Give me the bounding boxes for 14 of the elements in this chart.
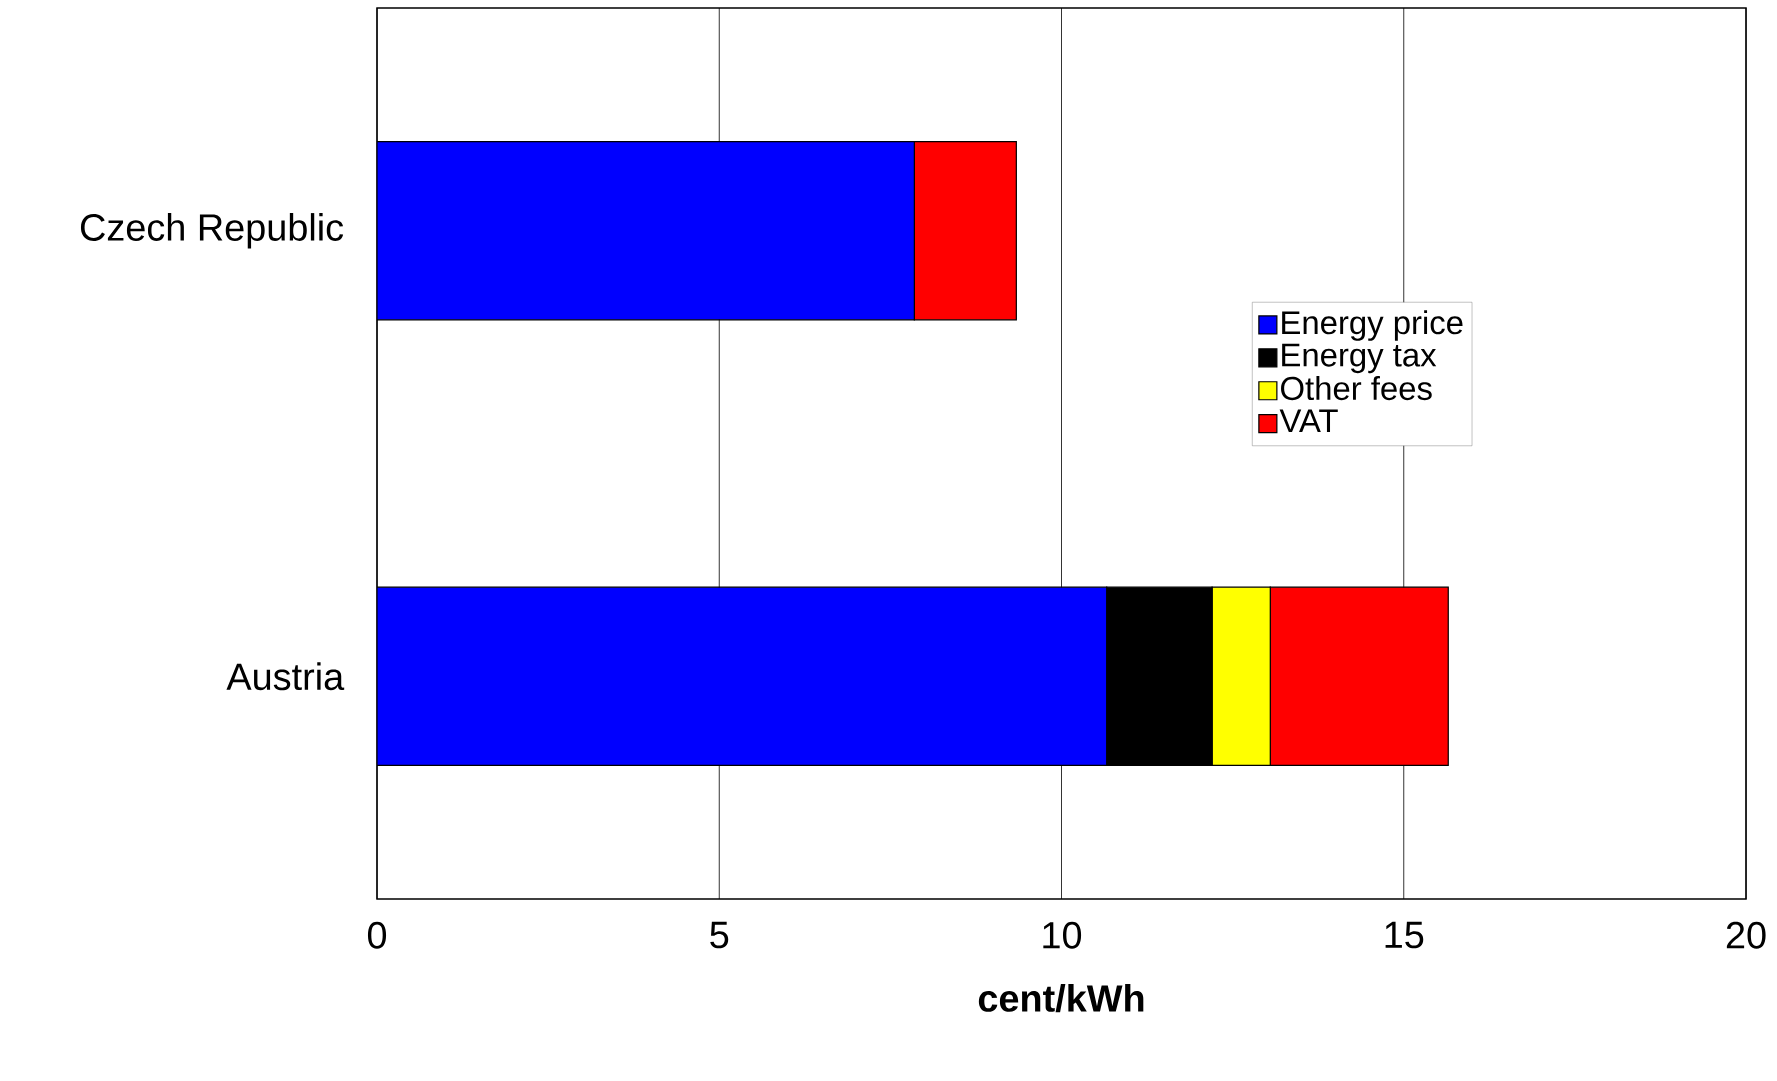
bar xyxy=(377,586,1108,766)
x-tick-label: 20 xyxy=(1726,921,1766,949)
x-tick-label: 0 xyxy=(367,921,387,949)
y-tick-label: Austria xyxy=(226,662,345,691)
legend-label: Other fees xyxy=(1281,375,1432,401)
x-tick-label: 10 xyxy=(1043,921,1082,949)
legend-label: Energy tax xyxy=(1282,343,1437,374)
bar xyxy=(377,141,915,321)
legend-label: VAT xyxy=(1279,409,1338,433)
x-tick-label: 15 xyxy=(1385,921,1424,949)
y-tick-label: Czech Republic xyxy=(80,213,344,249)
legend-label: Energy price xyxy=(1282,310,1463,341)
x-axis-title: cent/kWh xyxy=(978,984,1144,1013)
x-tick-label: 5 xyxy=(710,921,729,949)
